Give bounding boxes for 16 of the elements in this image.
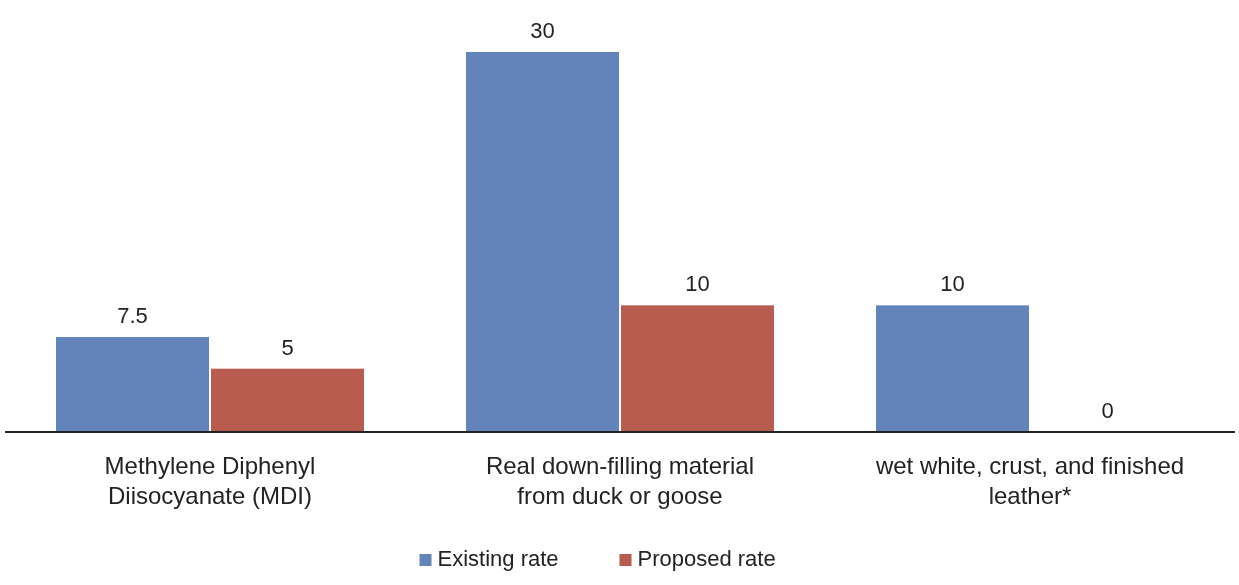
- bar: [56, 337, 209, 432]
- data-label: 0: [1101, 398, 1114, 423]
- bar: [621, 305, 774, 432]
- data-label: 7.5: [117, 303, 148, 328]
- legend-label: Proposed rate: [637, 546, 776, 571]
- data-label: 10: [940, 271, 965, 297]
- legend-label: Existing rate: [437, 546, 559, 571]
- x-tick-label: Methylene Diphenyl Diisocyanate (MDI): [104, 452, 316, 509]
- data-label: 5: [281, 334, 294, 360]
- bar: [211, 368, 364, 432]
- bar: [466, 52, 619, 432]
- data-label: 30: [530, 18, 555, 43]
- x-tick-label: Real down-filling material from duck or goose: [485, 452, 755, 509]
- data-label: 10: [685, 271, 710, 297]
- bar: [876, 305, 1029, 432]
- x-tick-label: wet white, crust, and finished leather*: [874, 452, 1185, 509]
